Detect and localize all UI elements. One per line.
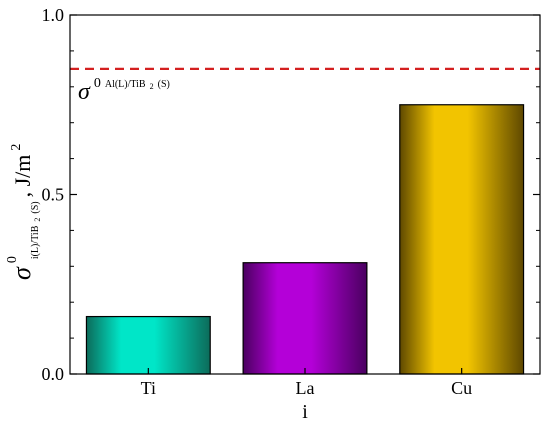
x-tick-label-la: La xyxy=(296,378,315,398)
reference-label-subscript-phase: (S) xyxy=(158,79,170,90)
reference-label-superscript: 0 xyxy=(94,76,101,91)
y-label-subscript-phase: (S) xyxy=(30,201,41,213)
bar-ti xyxy=(85,315,211,375)
reference-label-subscript: Al(L)/TiB xyxy=(105,79,146,90)
reference-label-symbol: σ xyxy=(78,79,91,105)
y-label-units: , J/m xyxy=(10,155,35,198)
y-label-units-superscript: 2 xyxy=(9,144,24,151)
bar-la xyxy=(242,262,368,375)
y-label-superscript: 0 xyxy=(5,256,20,263)
y-tick-label: 0.5 xyxy=(42,185,65,205)
y-label-symbol: σ xyxy=(7,266,36,280)
y-axis-ticks: 0.0 0.5 1.0 xyxy=(42,5,540,384)
x-tick-label-ti: Ti xyxy=(141,378,156,398)
reference-label-subscript-number: 2 xyxy=(150,82,154,91)
bars-group xyxy=(85,104,525,375)
y-label-subscript-number: 2 xyxy=(33,218,42,222)
y-tick-label: 0.0 xyxy=(42,364,65,384)
bar-cu xyxy=(399,104,525,375)
y-label-subscript: i(L)/TiB xyxy=(30,225,41,259)
x-axis-ticks: Ti La Cu xyxy=(141,368,472,398)
y-tick-label: 1.0 xyxy=(42,5,65,25)
x-axis-label: i xyxy=(302,401,308,423)
x-tick-label-cu: Cu xyxy=(451,378,472,398)
y-axis-label: σ 0 i(L)/TiB 2 (S) , J/m 2 xyxy=(3,144,44,280)
reference-line-label: σ 0 Al(L)/TiB 2 (S) xyxy=(78,74,170,105)
